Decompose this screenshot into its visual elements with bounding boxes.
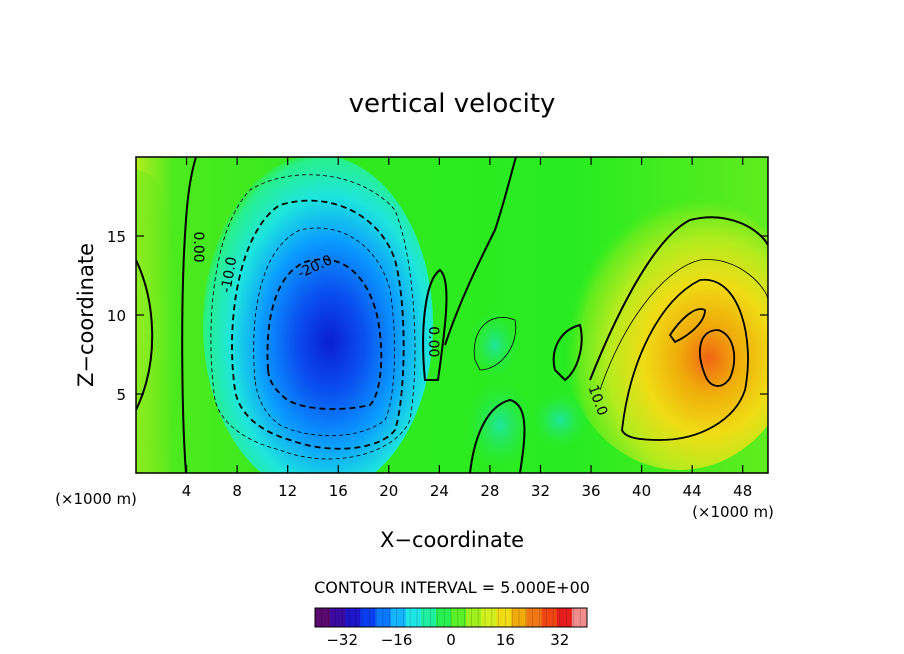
contour-zero-bottom bbox=[469, 398, 526, 473]
colorbar-segment bbox=[556, 608, 573, 627]
contour-thin-island bbox=[473, 317, 517, 371]
colorbar-segment bbox=[435, 608, 452, 627]
downdraft-region bbox=[203, 157, 433, 473]
colorbar-segment bbox=[345, 608, 361, 627]
contour-10-right bbox=[621, 279, 749, 441]
contour-zero-left bbox=[181, 157, 197, 473]
contour-zero-right bbox=[589, 216, 768, 381]
colorbar-segment bbox=[360, 608, 376, 627]
x-tick-label: 24 bbox=[430, 482, 449, 500]
left-positive-region bbox=[136, 170, 191, 473]
plot-area bbox=[136, 157, 768, 473]
x-tick-label: 20 bbox=[379, 482, 398, 500]
colorbar-segment bbox=[420, 608, 437, 627]
x-tick-label: 8 bbox=[232, 482, 242, 500]
contour-15-right bbox=[699, 329, 736, 387]
y-tick-label: 15 bbox=[107, 228, 126, 246]
x-unit-left: (×1000 m) bbox=[55, 490, 137, 508]
x-tick-label: 4 bbox=[182, 482, 192, 500]
contour-zero-mid bbox=[422, 268, 448, 381]
x-axis-label: X−coordinate bbox=[380, 528, 524, 552]
colorbar bbox=[314, 608, 588, 627]
colorbar-tick-label: 0 bbox=[446, 631, 456, 649]
contour-interval-label: CONTOUR INTERVAL = 5.000E+00 bbox=[314, 578, 590, 597]
contour-label: -10.0 bbox=[218, 256, 240, 294]
x-tick-label: 36 bbox=[581, 482, 600, 500]
colorbar-segment bbox=[375, 608, 392, 627]
colorbar-segment bbox=[571, 608, 588, 627]
contour-neg10 bbox=[231, 199, 405, 450]
colorbar-segment bbox=[451, 608, 467, 627]
x-axis-ticks: 4 8 12 16 20 24 28 32 36 40 44 48 bbox=[182, 157, 752, 500]
colorbar-frame bbox=[314, 607, 588, 628]
colorbar-ticks: −32 −16 0 16 32 bbox=[326, 631, 569, 649]
x-tick-label: 28 bbox=[480, 482, 499, 500]
colorbar-segment bbox=[466, 608, 482, 627]
x-tick-label: 16 bbox=[329, 482, 348, 500]
colorbar-tick-label: 16 bbox=[496, 631, 515, 649]
x-tick-label: 12 bbox=[278, 482, 297, 500]
contour-lines bbox=[136, 157, 768, 473]
x-tick-label: 44 bbox=[683, 482, 702, 500]
contour-label: 0.00 bbox=[190, 231, 206, 262]
contour-5-right bbox=[599, 259, 768, 391]
colorbar-segment bbox=[541, 608, 558, 627]
contour-neg20 bbox=[266, 258, 383, 410]
y-tick-label: 10 bbox=[107, 307, 126, 325]
contour-label: 0.00 bbox=[425, 326, 441, 357]
x-unit-right: (×1000 m) bbox=[692, 503, 774, 521]
colorbar-segment bbox=[330, 608, 346, 627]
x-tick-label: 32 bbox=[531, 482, 550, 500]
colorbar-tick-label: −16 bbox=[381, 631, 413, 649]
y-axis-label: Z−coordinate bbox=[74, 243, 98, 387]
x-tick-label: 48 bbox=[733, 482, 752, 500]
colorbar-segment bbox=[511, 608, 528, 627]
y-tick-label: 5 bbox=[116, 386, 126, 404]
colorbar-segment bbox=[390, 608, 407, 627]
weak-downdraft-2 bbox=[530, 390, 590, 450]
colorbar-tick-label: −32 bbox=[326, 631, 358, 649]
colorbar-segment bbox=[481, 608, 497, 627]
weak-downdraft-3 bbox=[470, 310, 520, 380]
colorbar-segment bbox=[405, 608, 422, 627]
contour-neg15 bbox=[253, 227, 395, 437]
colorbar-segment bbox=[526, 608, 543, 627]
colorbar-tick-label: 32 bbox=[550, 631, 569, 649]
colorbar-segment bbox=[315, 608, 331, 627]
weak-downdraft-1 bbox=[465, 380, 535, 470]
updraft-region bbox=[560, 190, 768, 470]
y-axis-ticks: 5 10 15 bbox=[107, 228, 768, 404]
contour-15-streak bbox=[668, 308, 706, 344]
contour-zero-island bbox=[552, 323, 583, 382]
chart-title: vertical velocity bbox=[349, 89, 556, 119]
x-tick-label: 40 bbox=[632, 482, 651, 500]
colorbar-segment bbox=[496, 608, 512, 627]
contour-zero-center bbox=[444, 157, 517, 346]
contour-zero-edge bbox=[136, 259, 154, 411]
